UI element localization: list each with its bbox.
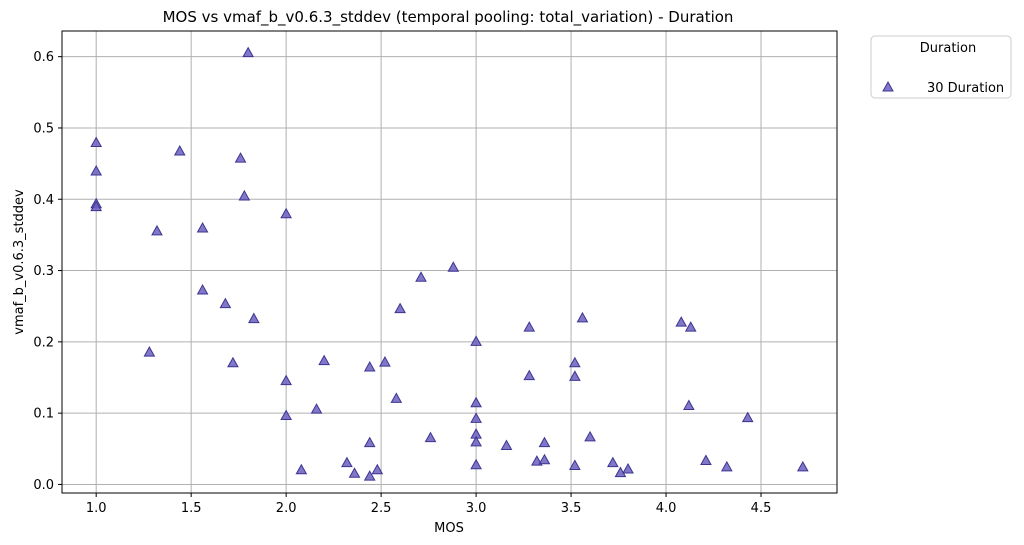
x-tick-label: 1.5 <box>181 501 202 516</box>
data-point-triangle <box>622 462 634 474</box>
data-point-triangle <box>796 460 809 472</box>
data-point-triangle <box>584 430 596 442</box>
data-point-triangle <box>523 369 536 381</box>
data-point-triangle <box>280 374 292 386</box>
data-point-triangle <box>569 370 581 381</box>
data-point-triangle <box>500 439 513 450</box>
data-point-triangle <box>569 356 581 368</box>
data-point-triangle <box>741 411 754 423</box>
data-point-triangle <box>700 454 712 465</box>
data-point-triangle <box>143 346 156 357</box>
x-axis-ticks: 1.0 1.5 2.0 2.5 3.0 3.5 4.0 4.5 <box>86 493 772 516</box>
data-point-triangle <box>470 458 482 470</box>
data-points <box>90 46 809 481</box>
x-tick-label: 4.5 <box>751 501 772 516</box>
y-tick-label: 0.3 <box>33 264 54 279</box>
data-point-triangle <box>576 311 589 323</box>
data-point-triangle <box>90 136 103 147</box>
data-point-triangle <box>363 436 376 448</box>
y-tick-label: 0.0 <box>33 478 54 493</box>
data-point-triangle <box>447 261 460 272</box>
data-point-triangle <box>424 431 437 443</box>
data-point-triangle <box>234 152 247 163</box>
data-point-triangle <box>363 470 376 481</box>
data-point-triangle <box>348 467 361 478</box>
data-point-triangle <box>470 335 482 346</box>
data-point-triangle <box>196 284 209 295</box>
data-point-triangle <box>394 302 406 314</box>
data-point-triangle <box>720 460 733 472</box>
y-tick-label: 0.4 <box>33 193 54 208</box>
y-tick-label: 0.5 <box>33 121 54 136</box>
data-point-triangle <box>470 435 482 447</box>
data-point-triangle <box>196 221 209 233</box>
data-point-triangle <box>280 207 292 219</box>
x-axis-title: MOS <box>434 521 464 536</box>
legend-box <box>870 35 1012 99</box>
y-tick-label: 0.2 <box>33 335 54 350</box>
data-point-triangle <box>318 354 330 366</box>
data-point-triangle <box>523 321 536 332</box>
y-tick-label: 0.1 <box>33 407 54 422</box>
x-tick-label: 2.5 <box>371 501 392 516</box>
data-point-triangle <box>675 316 688 327</box>
chart-title: MOS vs vmaf_b_v0.6.3_stddev (temporal po… <box>163 8 734 27</box>
data-point-triangle <box>363 361 376 372</box>
x-tick-label: 3.5 <box>561 501 582 516</box>
data-point-triangle <box>280 409 292 421</box>
data-point-triangle <box>538 453 551 465</box>
legend-triangle-marker <box>882 80 894 92</box>
x-tick-label: 3.0 <box>466 501 487 516</box>
data-point-triangle <box>90 164 103 176</box>
data-point-triangle <box>242 46 255 58</box>
data-point-triangle <box>682 399 695 411</box>
grid <box>62 31 837 493</box>
data-point-triangle <box>470 396 482 408</box>
data-point-triangle <box>310 403 323 414</box>
data-point-triangle <box>379 356 391 367</box>
y-axis-title: vmaf_b_v0.6.3_stddev <box>12 189 27 335</box>
data-point-triangle <box>151 224 163 236</box>
plot-frame <box>61 30 838 494</box>
data-point-triangle <box>684 321 697 332</box>
data-point-triangle <box>538 436 551 448</box>
data-point-triangle <box>371 463 384 475</box>
x-tick-label: 4.0 <box>656 501 677 516</box>
data-point-triangle <box>227 356 239 368</box>
data-point-triangle <box>238 189 251 201</box>
data-point-triangle <box>415 271 427 282</box>
data-point-triangle <box>614 466 627 478</box>
x-tick-label: 1.0 <box>86 501 107 516</box>
data-point-triangle <box>295 463 308 475</box>
data-point-triangle <box>569 459 581 470</box>
data-point-triangle <box>390 392 403 403</box>
data-point-triangle <box>248 312 260 324</box>
data-point-triangle <box>173 144 186 156</box>
legend: Duration 30 Duration <box>870 35 1012 99</box>
x-tick-label: 2.0 <box>276 501 297 516</box>
legend-title: Duration <box>920 41 976 56</box>
y-axis-ticks: 0.0 0.1 0.2 0.3 0.4 0.5 0.6 <box>33 50 62 493</box>
data-point-triangle <box>219 297 232 309</box>
legend-series-label: 30 Duration <box>927 81 1004 96</box>
data-point-triangle <box>90 200 103 212</box>
y-tick-label: 0.6 <box>33 50 54 65</box>
data-point-triangle <box>607 456 619 468</box>
data-point-triangle <box>470 412 482 423</box>
data-point-triangle <box>341 456 353 468</box>
